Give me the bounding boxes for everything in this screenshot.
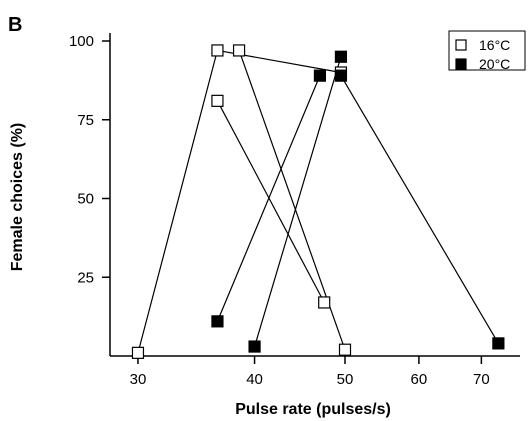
series-line-20c-1 [254,56,342,347]
x-tick-label: 70 [473,371,490,388]
panel-label: B [8,14,22,36]
x-tick-label: 50 [337,371,354,388]
data-point-filled-square [211,315,224,328]
legend-open-square-icon [455,39,467,51]
y-ticks: 25 50 75 100 [69,33,110,286]
x-tick-label: 30 [130,371,147,388]
legend: 16°C 20°C [448,30,526,72]
legend-label: 20°C [479,56,510,72]
series-line-20c-0 [216,75,321,322]
data-point-open-square [211,94,224,107]
data-point-open-square [232,44,246,57]
y-tick-label: 50 [77,191,94,208]
legend-filled-square-icon [455,58,467,70]
y-tick-label: 75 [77,112,94,129]
axes [109,33,520,357]
data-point-open-square [318,296,331,309]
series-markers [131,44,505,359]
series-line-16c-2 [216,100,325,303]
data-point-filled-square [334,69,348,82]
x-tick-label: 60 [411,371,428,388]
y-tick-label: 100 [69,33,94,50]
x-ticks: 30 40 50 60 70 [130,356,490,388]
series-line-16c-0 [137,49,342,354]
legend-label: 16°C [479,37,510,53]
data-point-filled-square [334,50,348,63]
x-tick-label: 40 [246,371,263,388]
data-point-filled-square [248,340,261,353]
data-point-filled-square [313,69,327,82]
data-point-open-square [211,44,224,57]
x-axis-title: Pulse rate (pulses/s) [235,401,391,418]
data-point-filled-square [492,337,505,350]
y-tick-label: 25 [77,269,94,286]
data-point-open-square [131,346,145,359]
y-axis-title: Female choices (%) [9,123,26,272]
data-point-open-square [338,343,352,356]
series-line-20c-2 [340,75,499,344]
